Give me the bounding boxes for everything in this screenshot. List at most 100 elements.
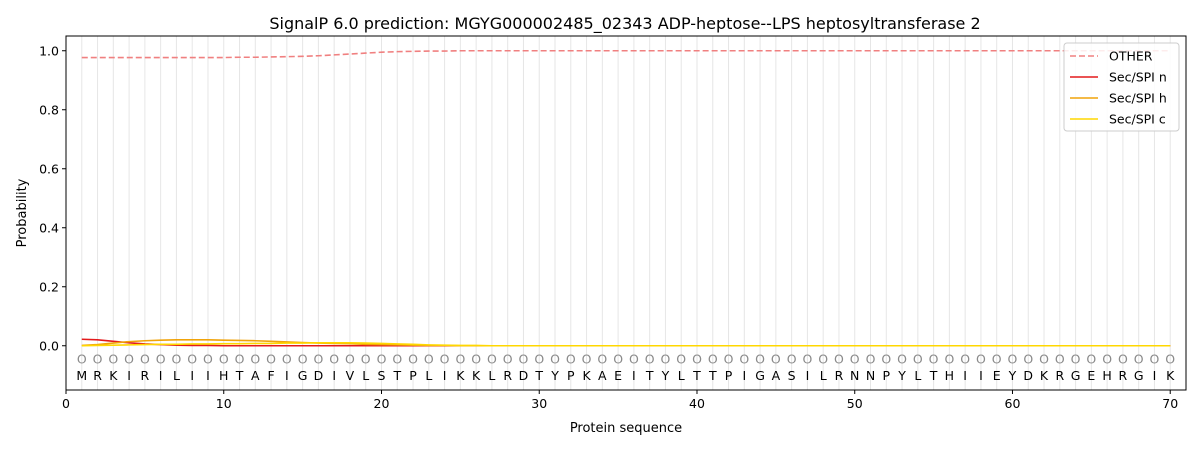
state-marker: O xyxy=(913,352,923,367)
residue-label: T xyxy=(534,368,543,383)
residue-label: Y xyxy=(897,368,906,383)
state-marker: O xyxy=(597,352,607,367)
residue-label: H xyxy=(945,368,954,383)
residue-label: S xyxy=(378,368,386,383)
residue-label: G xyxy=(755,368,765,383)
state-marker: O xyxy=(1118,352,1128,367)
legend-label: Sec/SPI c xyxy=(1109,112,1166,127)
residue-label: K xyxy=(582,368,591,383)
residue-label: R xyxy=(835,368,844,383)
residue-label: L xyxy=(362,368,369,383)
residue-label: I xyxy=(127,368,131,383)
state-marker: O xyxy=(755,352,765,367)
residue-label: R xyxy=(141,368,150,383)
state-marker: O xyxy=(1102,352,1112,367)
residue-label: T xyxy=(929,368,938,383)
residue-label: Y xyxy=(661,368,670,383)
state-marker: O xyxy=(93,352,103,367)
residue-label: G xyxy=(1134,368,1144,383)
state-marker: O xyxy=(802,352,812,367)
plot-frame xyxy=(65,35,1187,391)
state-marker: O xyxy=(1023,352,1033,367)
residue-label: A xyxy=(598,368,607,383)
residue-label: G xyxy=(1071,368,1081,383)
state-marker: O xyxy=(881,352,891,367)
x-tick-label: 0 xyxy=(62,396,70,411)
legend-label: Sec/SPI h xyxy=(1109,91,1167,106)
residue-label: D xyxy=(314,368,324,383)
residue-label: H xyxy=(1102,368,1111,383)
state-marker: O xyxy=(156,352,166,367)
residue-label: I xyxy=(285,368,289,383)
x-tick-label: 60 xyxy=(1005,396,1021,411)
state-marker: O xyxy=(1165,352,1175,367)
y-axis-label: Probability xyxy=(15,178,30,247)
residue-label: T xyxy=(708,368,717,383)
residue-label: L xyxy=(678,368,685,383)
residue-label: R xyxy=(1055,368,1064,383)
residue-label: D xyxy=(1023,368,1033,383)
x-tick-label: 10 xyxy=(216,396,232,411)
state-marker: O xyxy=(1134,352,1144,367)
residue-label: I xyxy=(206,368,210,383)
residue-label: I xyxy=(190,368,194,383)
state-marker: O xyxy=(661,352,671,367)
state-marker: O xyxy=(739,352,749,367)
residue-label: I xyxy=(806,368,810,383)
legend-label: Sec/SPI n xyxy=(1109,70,1167,85)
residue-label: A xyxy=(251,368,260,383)
state-marker: O xyxy=(929,352,939,367)
residue-label: I xyxy=(979,368,983,383)
state-marker: O xyxy=(282,352,292,367)
state-marker: O xyxy=(235,352,245,367)
state-marker: O xyxy=(219,352,229,367)
state-marker: O xyxy=(345,352,355,367)
state-marker: O xyxy=(1086,352,1096,367)
state-marker: O xyxy=(992,352,1002,367)
state-marker: O xyxy=(1039,352,1049,367)
state-marker: O xyxy=(582,352,592,367)
residue-label: L xyxy=(425,368,432,383)
residue-label: I xyxy=(963,368,967,383)
state-marker: O xyxy=(124,352,134,367)
state-marker: O xyxy=(866,352,876,367)
x-axis-label: Protein sequence xyxy=(570,421,682,436)
state-marker: O xyxy=(519,352,529,367)
state-marker: O xyxy=(629,352,639,367)
legend-box xyxy=(1063,42,1180,132)
y-tick-label: 0.0 xyxy=(39,338,59,353)
state-marker: O xyxy=(834,352,844,367)
legend-label: OTHER xyxy=(1109,49,1153,64)
residue-label: P xyxy=(725,368,733,383)
residue-label: K xyxy=(1040,368,1049,383)
grid-lines xyxy=(81,36,1171,390)
state-marker: O xyxy=(897,352,907,367)
state-marker: O xyxy=(850,352,860,367)
state-marker: O xyxy=(692,352,702,367)
state-marker: O xyxy=(645,352,655,367)
series-line xyxy=(81,49,1171,59)
residue-label: I xyxy=(332,368,336,383)
x-tick-label: 20 xyxy=(374,396,390,411)
state-marker: O xyxy=(818,352,828,367)
residue-label: I xyxy=(632,368,636,383)
residue-label: R xyxy=(503,368,512,383)
y-tick-label: 1.0 xyxy=(39,43,59,58)
state-marker: O xyxy=(724,352,734,367)
state-marker: O xyxy=(708,352,718,367)
residue-label: S xyxy=(788,368,796,383)
y-tick-label: 0.2 xyxy=(39,279,59,294)
residue-label: P xyxy=(409,368,417,383)
residue-label: P xyxy=(883,368,891,383)
residue-label: R xyxy=(93,368,102,383)
state-marker: O xyxy=(960,352,970,367)
residue-label: N xyxy=(866,368,875,383)
state-marker: O xyxy=(313,352,323,367)
state-marker: O xyxy=(298,352,308,367)
residue-label: G xyxy=(298,368,308,383)
residue-label: L xyxy=(820,368,827,383)
residue-label: D xyxy=(519,368,529,383)
state-marker: O xyxy=(771,352,781,367)
state-marker: O xyxy=(1150,352,1160,367)
x-tick-label: 50 xyxy=(847,396,863,411)
